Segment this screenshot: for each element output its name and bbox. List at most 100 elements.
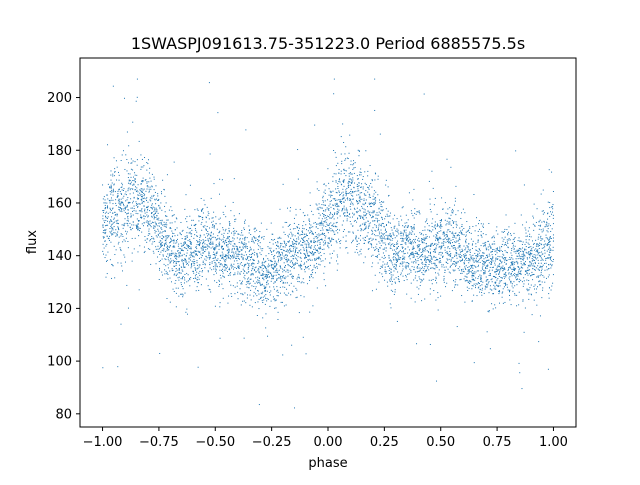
data-point [214,237,216,239]
data-point [441,266,443,268]
data-point [229,240,231,242]
data-point [112,190,114,192]
data-point [401,243,403,245]
data-point [440,224,442,226]
data-point [134,181,136,183]
data-point [416,286,418,288]
data-point [359,217,361,219]
data-point [499,266,501,268]
data-point [121,208,123,210]
data-point [119,191,121,193]
data-point [105,276,107,278]
data-point [352,216,354,218]
data-point [497,284,499,286]
data-point [246,286,248,288]
data-point [430,245,432,247]
data-point [138,203,140,205]
data-point [110,197,112,199]
data-point [133,210,135,212]
data-point [389,280,391,282]
data-point [414,301,416,303]
data-point [461,229,463,231]
data-point [403,253,405,255]
data-point [164,223,166,225]
data-point [412,245,414,247]
data-point [168,209,170,211]
data-point [137,223,139,225]
data-point [184,273,186,275]
data-point [328,188,330,190]
data-point [500,276,502,278]
data-point [325,209,327,211]
data-point [461,233,463,235]
data-point [418,210,420,212]
data-point [387,266,389,268]
data-point [503,244,505,246]
data-point [503,277,505,279]
data-point [241,249,243,251]
data-point [495,258,497,260]
data-point [413,227,415,229]
data-point [489,255,491,257]
data-point [244,246,246,248]
data-point [430,211,432,213]
data-point [328,205,330,207]
data-point [441,242,443,244]
data-point [377,228,379,230]
data-point [428,263,430,265]
data-point [238,213,240,215]
data-point [378,223,380,225]
data-point [283,275,285,277]
data-point [329,253,331,255]
data-point [253,235,255,237]
data-point [260,254,262,256]
data-point [215,254,217,256]
data-point [308,244,310,246]
data-point [171,281,172,283]
data-point [153,209,155,211]
data-point [476,250,478,251]
data-point [413,188,415,190]
data-point [230,284,232,286]
data-point [171,252,173,254]
data-point [276,251,278,253]
data-point [402,257,404,259]
data-point [128,180,130,182]
data-point [390,307,392,309]
data-point [336,206,338,208]
data-point [336,221,338,223]
data-point [143,192,145,194]
data-point [492,256,494,258]
data-point [160,191,162,193]
data-point [161,237,163,239]
data-point [324,210,326,212]
data-point [165,235,167,237]
data-point [377,235,379,237]
data-point [345,207,347,209]
data-point [117,190,119,192]
data-point [231,265,233,267]
data-point [214,262,216,264]
data-point [143,165,145,167]
data-point [317,239,319,241]
data-point [182,278,184,280]
data-point [472,226,474,228]
data-point [406,279,408,281]
data-point [248,251,250,253]
data-point [202,208,204,210]
data-point [241,283,243,285]
data-point [416,280,418,282]
data-point [358,237,360,239]
data-point [297,232,299,234]
data-point [322,223,324,225]
data-point [276,278,278,280]
data-point [465,265,467,267]
data-point [409,258,411,260]
data-point [165,239,167,241]
data-point [231,295,233,297]
data-point [483,252,485,254]
data-point [394,257,396,259]
data-point [280,237,282,239]
data-point [305,245,307,247]
data-point [230,263,232,265]
